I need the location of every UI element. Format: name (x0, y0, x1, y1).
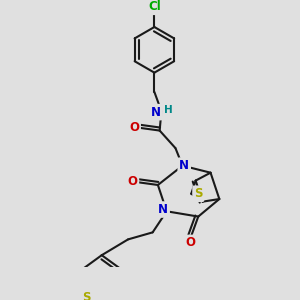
Text: O: O (185, 236, 195, 249)
Text: S: S (194, 187, 202, 200)
Text: S: S (82, 291, 91, 300)
Text: H: H (164, 105, 173, 116)
Text: N: N (179, 159, 189, 172)
Text: N: N (151, 106, 161, 118)
Text: O: O (129, 121, 139, 134)
Text: O: O (128, 175, 137, 188)
Text: N: N (158, 203, 168, 216)
Text: Cl: Cl (148, 0, 161, 13)
